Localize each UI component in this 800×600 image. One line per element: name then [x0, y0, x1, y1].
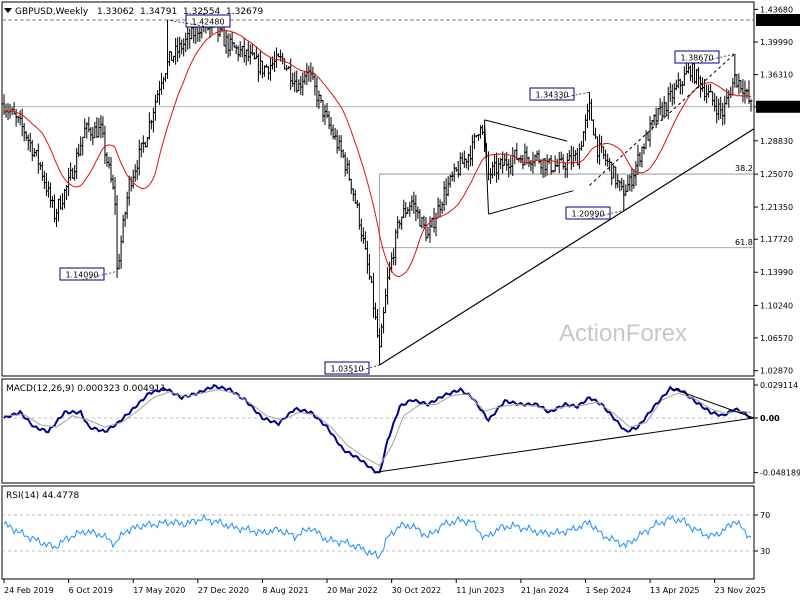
fib-label-38.2: 38.2 — [735, 164, 753, 173]
x-tick-label: 11 Jun 2023 — [456, 586, 504, 595]
triangle-left — [484, 119, 490, 215]
price-tick-label: 1.21350 — [760, 203, 793, 212]
resistance-badge — [756, 14, 800, 26]
price-tick-label: 1.25070 — [760, 170, 793, 179]
x-tick-label: 8 Aug 2021 — [262, 586, 308, 595]
current-price-label: 1.32679 — [760, 103, 793, 112]
ohlc-low: 1.32554 — [183, 7, 220, 17]
annotation-leader — [167, 19, 209, 28]
current-price-badge — [756, 100, 800, 113]
axis-layer: 1.43680 1.39990 1.36310 1.32679 1.28830 1.250… — [3, 5, 800, 595]
rsi-panel-frame — [1, 485, 755, 580]
fib-label-61.8: 61.8 — [735, 238, 753, 247]
triangle-upper — [484, 119, 568, 142]
price-tick-label: 1.06570 — [760, 334, 793, 343]
price-panel-frame — [1, 1, 755, 377]
macd-resistance-trendline — [670, 387, 755, 419]
macd-tick-label: 0.029114 — [760, 381, 798, 390]
price-tick-label: 1.36310 — [760, 71, 793, 80]
chart-title: GBPUSD,Weekly — [15, 7, 89, 17]
ohlc-close: 1.32679 — [226, 7, 263, 17]
ohlc-high: 1.34791 — [140, 7, 177, 17]
rsi-layer — [2, 513, 754, 560]
x-tick-label: 30 Oct 2022 — [392, 586, 441, 595]
price-tick-label: 1.39990 — [760, 38, 793, 47]
price-tick-label: 1.28830 — [760, 137, 793, 146]
macd-tick-label: 0.00 — [760, 414, 780, 423]
annotation-label-1.20990: 1.20990 — [571, 210, 604, 219]
macd-support-trendline — [373, 417, 755, 474]
annotation-leader — [346, 364, 380, 375]
x-tick-label: 17 May 2020 — [133, 586, 185, 595]
x-tick-label: 23 Nov 2025 — [715, 586, 766, 595]
macd-series-macd — [3, 383, 752, 474]
price-tick-label: 1.17720 — [760, 235, 793, 244]
price-tick-label: 1.43680 — [760, 5, 793, 14]
x-tick-label: 20 Mar 2022 — [327, 586, 378, 595]
price-tick-label: 1.10240 — [760, 301, 793, 310]
annotation-label-1.42480: 1.42480 — [191, 18, 224, 27]
dropdown-triangle-icon[interactable] — [4, 8, 12, 13]
x-tick-label: 24 Feb 2019 — [4, 586, 54, 595]
ohlc-open: 1.33062 — [97, 7, 134, 17]
macd-title: MACD(12,26,9) 0.000323 0.004911 — [6, 384, 166, 394]
rsi-series-line — [3, 513, 752, 560]
x-tick-label: 27 Dec 2020 — [198, 586, 249, 595]
annotation-label-1.34330: 1.34330 — [535, 91, 568, 100]
support-trendline — [379, 128, 755, 366]
rsi-tick-label: 30 — [760, 547, 770, 556]
macd-series-signal — [3, 389, 752, 467]
annotation-leader — [696, 53, 735, 64]
x-tick-label: 21 Jan 2024 — [521, 586, 569, 595]
annotation-label-1.14090: 1.14090 — [65, 271, 98, 280]
macd-layer — [2, 383, 755, 474]
price-layer: 38.2 61.8 1.42480 1.14090 1.03510 1.34330 1.20… — [2, 12, 755, 375]
annotation-label-1.03510: 1.03510 — [330, 365, 363, 374]
watermark: ActionForex — [559, 320, 687, 347]
macd-panel-frame — [1, 378, 755, 484]
rsi-title: RSI(14) 44.4778 — [6, 491, 79, 501]
moving-average-line — [3, 29, 752, 278]
x-tick-label: 1 Sep 2024 — [585, 586, 631, 595]
triangle-lower — [488, 190, 574, 215]
price-tick-label: 1.02870 — [760, 367, 793, 376]
rsi-tick-label: 70 — [760, 511, 770, 520]
x-tick-label: 13 Apr 2025 — [650, 586, 699, 595]
dashed-trendline — [589, 53, 736, 186]
price-tick-label: 1.13990 — [760, 268, 793, 277]
annotation-label-1.38670: 1.38670 — [680, 54, 713, 63]
x-tick-label: 6 Oct 2019 — [69, 586, 113, 595]
resistance-badge-label: 1.42480 — [760, 17, 793, 26]
macd-tick-label: -0.048189 — [760, 469, 800, 478]
